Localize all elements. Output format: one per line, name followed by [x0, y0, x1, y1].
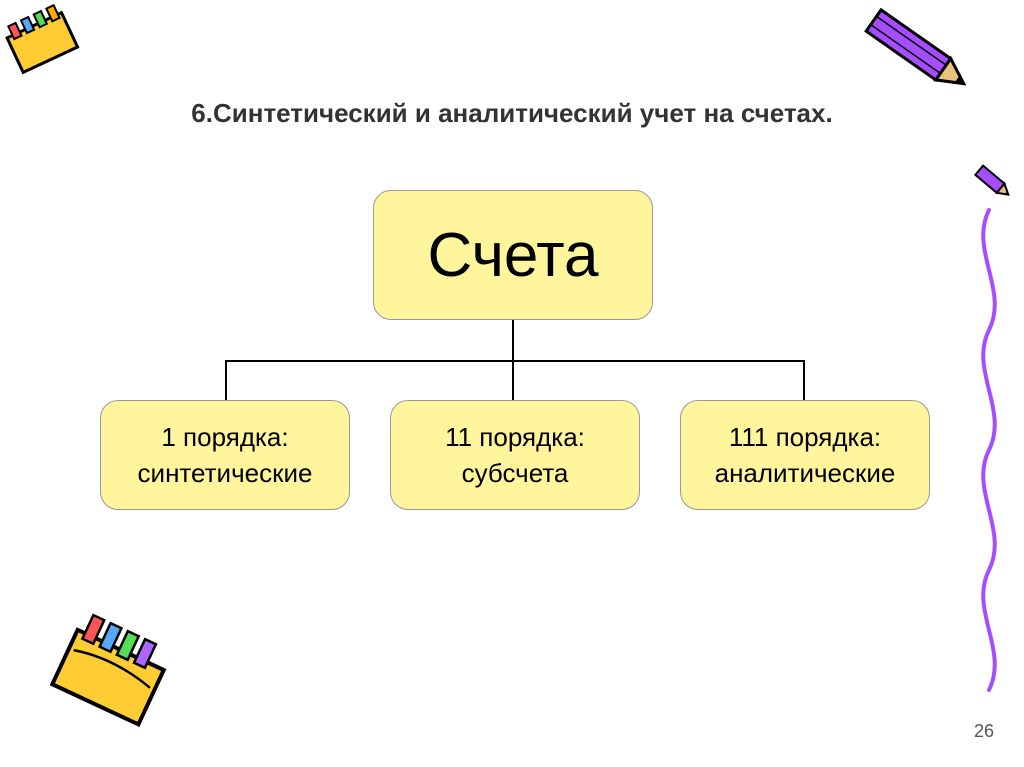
node-child-2-label: 11 порядка: субсчета — [445, 419, 585, 492]
squiggle-right-icon — [964, 160, 1014, 720]
crayon-box-top-left-icon — [0, 0, 110, 80]
connector-to-child-2 — [512, 360, 514, 400]
node-child-1-label: 1 порядка: синтетические — [138, 419, 313, 492]
node-child-3-label: 111 порядка: аналитические — [715, 419, 896, 492]
connector-horizontal — [225, 360, 805, 362]
connector-root-down — [512, 320, 514, 360]
node-child-3: 111 порядка: аналитические — [680, 400, 930, 510]
crayon-box-bottom-left-icon — [10, 577, 210, 757]
connector-to-child-1 — [225, 360, 227, 400]
connector-to-child-3 — [803, 360, 805, 400]
node-child-1: 1 порядка: синтетические — [100, 400, 350, 510]
node-child-2-line2: субсчета — [462, 458, 569, 488]
node-child-1-line2: синтетические — [138, 458, 313, 488]
node-child-2: 11 порядка: субсчета — [390, 400, 640, 510]
pencil-top-right-icon — [834, 0, 994, 110]
node-child-3-line1: 111 порядка: — [729, 422, 881, 452]
node-root: Счета — [373, 190, 653, 320]
node-root-label: Счета — [428, 220, 599, 291]
node-child-2-line1: 11 порядка: — [445, 422, 585, 452]
node-child-3-line2: аналитические — [715, 458, 896, 488]
page-number: 26 — [974, 721, 994, 742]
node-child-1-line1: 1 порядка: — [161, 422, 288, 452]
